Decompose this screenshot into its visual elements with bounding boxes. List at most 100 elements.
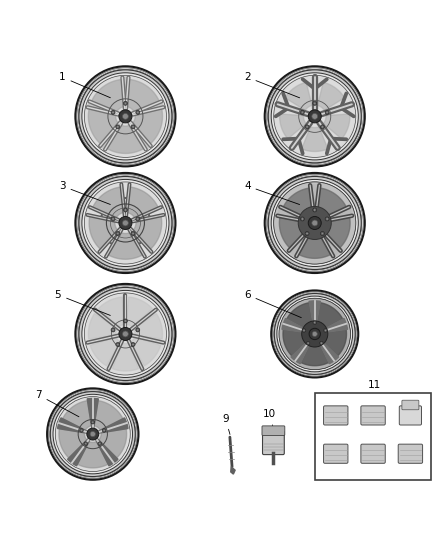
Circle shape — [111, 328, 115, 332]
Circle shape — [274, 75, 356, 157]
Circle shape — [325, 217, 329, 221]
Circle shape — [313, 208, 317, 212]
Circle shape — [137, 329, 139, 331]
Circle shape — [85, 182, 166, 264]
Circle shape — [75, 284, 176, 384]
Circle shape — [324, 329, 327, 332]
FancyBboxPatch shape — [262, 431, 284, 455]
Polygon shape — [99, 297, 124, 327]
Circle shape — [312, 332, 317, 336]
Bar — [315, 393, 431, 480]
Polygon shape — [282, 318, 309, 333]
Circle shape — [132, 343, 134, 346]
Circle shape — [265, 173, 365, 273]
Circle shape — [308, 110, 321, 123]
Circle shape — [274, 182, 356, 264]
Circle shape — [136, 217, 140, 221]
Circle shape — [268, 176, 361, 270]
Circle shape — [80, 429, 83, 432]
Circle shape — [119, 110, 132, 123]
Circle shape — [320, 341, 323, 345]
Polygon shape — [88, 101, 119, 115]
Polygon shape — [316, 303, 343, 330]
Circle shape — [82, 180, 169, 266]
FancyBboxPatch shape — [398, 444, 423, 463]
Circle shape — [85, 442, 87, 445]
Polygon shape — [132, 215, 162, 250]
Circle shape — [320, 125, 325, 129]
Text: 6: 6 — [244, 290, 301, 318]
Circle shape — [136, 110, 140, 115]
Polygon shape — [310, 185, 319, 215]
Text: 10: 10 — [262, 409, 276, 425]
Circle shape — [124, 319, 127, 323]
Circle shape — [326, 217, 328, 220]
Circle shape — [265, 66, 365, 166]
Circle shape — [124, 320, 127, 322]
Polygon shape — [90, 337, 120, 366]
Circle shape — [124, 208, 127, 212]
Circle shape — [131, 231, 135, 236]
Text: 2: 2 — [244, 72, 300, 98]
FancyBboxPatch shape — [361, 444, 385, 463]
Circle shape — [55, 397, 130, 472]
Circle shape — [132, 232, 134, 235]
Circle shape — [137, 111, 139, 114]
Circle shape — [124, 101, 127, 106]
Circle shape — [53, 394, 133, 474]
Circle shape — [111, 217, 115, 221]
Polygon shape — [122, 77, 128, 109]
Circle shape — [111, 110, 115, 115]
Polygon shape — [88, 108, 119, 144]
Circle shape — [300, 217, 304, 221]
Circle shape — [305, 125, 309, 129]
Circle shape — [47, 389, 138, 480]
Polygon shape — [283, 188, 314, 219]
Polygon shape — [318, 229, 341, 256]
Polygon shape — [321, 216, 350, 249]
Polygon shape — [132, 108, 162, 144]
Polygon shape — [231, 467, 235, 474]
Polygon shape — [95, 439, 118, 466]
Circle shape — [306, 341, 310, 345]
Polygon shape — [323, 114, 350, 139]
Circle shape — [320, 342, 322, 344]
Circle shape — [79, 70, 172, 163]
Circle shape — [50, 392, 135, 477]
Polygon shape — [94, 401, 123, 430]
Circle shape — [308, 216, 321, 230]
Polygon shape — [279, 216, 308, 249]
Text: 3: 3 — [59, 181, 110, 205]
Polygon shape — [316, 188, 347, 219]
Circle shape — [131, 343, 135, 346]
FancyBboxPatch shape — [324, 444, 348, 463]
Circle shape — [301, 217, 304, 220]
Circle shape — [320, 231, 325, 236]
Circle shape — [307, 342, 309, 344]
Circle shape — [87, 428, 99, 440]
Circle shape — [300, 110, 304, 115]
Polygon shape — [320, 329, 346, 356]
Circle shape — [274, 182, 356, 264]
Circle shape — [306, 232, 308, 235]
Circle shape — [85, 75, 166, 157]
Circle shape — [117, 126, 119, 128]
Circle shape — [312, 114, 318, 119]
Polygon shape — [99, 429, 127, 458]
Polygon shape — [289, 229, 311, 256]
Circle shape — [313, 321, 317, 325]
Circle shape — [79, 176, 172, 270]
Circle shape — [98, 442, 102, 446]
Circle shape — [325, 110, 329, 115]
Circle shape — [124, 209, 127, 211]
Circle shape — [303, 329, 305, 332]
Circle shape — [90, 431, 95, 437]
Polygon shape — [91, 79, 125, 112]
Circle shape — [123, 114, 128, 119]
Polygon shape — [302, 127, 328, 151]
Polygon shape — [106, 125, 145, 154]
Circle shape — [123, 220, 128, 226]
Circle shape — [80, 429, 83, 432]
Circle shape — [268, 70, 361, 163]
Polygon shape — [126, 297, 152, 327]
